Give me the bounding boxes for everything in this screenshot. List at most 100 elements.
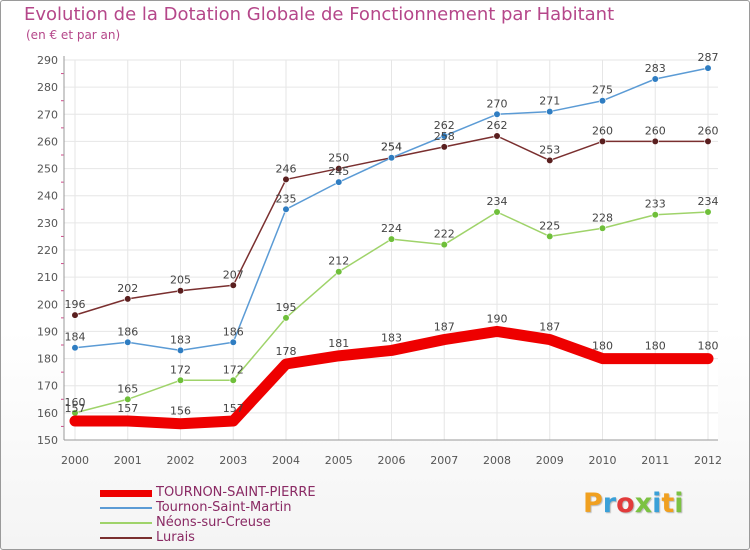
data-point: [176, 287, 185, 295]
data-point: [335, 268, 343, 276]
chart-title: Evolution de la Dotation Globale de Fonc…: [24, 4, 615, 25]
data-point: [71, 344, 79, 352]
data-point: [493, 132, 501, 140]
data-point: [282, 175, 290, 184]
data-label: 172: [170, 363, 191, 376]
legend-item-tournon-saint-martin: Tournon-Saint-Martin: [100, 500, 400, 516]
data-label: 186: [223, 325, 244, 338]
data-point: [598, 137, 607, 146]
data-label: 172: [223, 363, 244, 376]
legend-label: TOURNON-SAINT-PIERRE: [156, 485, 316, 500]
data-point: [704, 137, 712, 146]
data-label: 180: [698, 340, 719, 353]
data-label: 156: [170, 405, 191, 418]
y-tick-label: 280: [37, 81, 58, 94]
logo-letter: P: [583, 488, 603, 519]
legend-item-neons-sur-creuse: Néons-sur-Creuse: [100, 515, 400, 531]
data-label: 283: [645, 62, 666, 75]
data-point: [335, 178, 343, 186]
legend-swatch: [100, 522, 152, 524]
data-point: [704, 208, 712, 216]
data-label: 224: [381, 222, 402, 235]
data-point: [124, 295, 132, 303]
data-point: [598, 224, 607, 232]
data-label: 245: [328, 165, 349, 178]
y-tick-label: 230: [37, 217, 58, 230]
y-tick-label: 160: [37, 407, 58, 420]
data-labels: 157 157 156 157 178 181 183 187 190 187 180 180 180 1…: [65, 51, 719, 418]
data-label: 275: [592, 84, 613, 97]
data-label: 160: [65, 396, 86, 409]
data-label: 165: [117, 382, 138, 395]
data-point: [229, 281, 237, 289]
data-point: [493, 208, 501, 216]
data-label: 157: [65, 402, 86, 415]
series-lines: [69, 64, 714, 430]
data-label: 287: [698, 51, 719, 64]
data-label: 157: [223, 402, 244, 415]
legend-item-lurais: Lurais: [100, 530, 400, 546]
data-label: 250: [328, 152, 349, 165]
data-point: [71, 311, 79, 319]
data-point: [546, 232, 554, 241]
data-point: [598, 97, 607, 105]
legend-item-tournon-saint-pierre: TOURNON-SAINT-PIERRE: [100, 485, 400, 501]
x-tick-label: 2005: [325, 454, 353, 467]
data-label: 187: [434, 321, 455, 334]
data-label: 183: [170, 333, 191, 346]
series-line-tournon-saint-pierre: [69, 325, 714, 430]
data-label: 234: [698, 195, 719, 208]
y-tick-label: 190: [37, 325, 58, 338]
y-tick-label: 220: [37, 244, 58, 257]
data-point: [176, 376, 185, 384]
legend-swatch: [100, 490, 152, 497]
data-point: [651, 75, 659, 83]
data-label: 270: [487, 97, 508, 110]
logo-letter: o: [616, 488, 635, 519]
logo-letter: x: [634, 488, 653, 519]
data-label: 260: [592, 124, 613, 137]
data-point: [387, 154, 396, 162]
legend-swatch: [100, 537, 152, 539]
data-label: 202: [117, 282, 138, 295]
data-label: 262: [434, 119, 455, 132]
data-label: 181: [328, 337, 349, 350]
data-label: 235: [276, 192, 297, 205]
data-point: [124, 338, 132, 346]
legend-label: Néons-sur-Creuse: [156, 515, 271, 530]
data-label: 180: [645, 340, 666, 353]
data-label: 253: [539, 143, 560, 156]
y-tick-label: 180: [37, 353, 58, 366]
data-label: 258: [434, 130, 455, 143]
data-point: [493, 110, 501, 118]
axes: 150 160 170 180 190 200 210 220 230 240 250 260 270 2…: [37, 54, 722, 467]
data-label: 225: [539, 219, 560, 232]
proxiti-logo: Proxiti: [583, 488, 684, 519]
legend-label: Lurais: [156, 530, 195, 545]
data-label: 233: [645, 198, 666, 211]
data-point: [440, 132, 448, 140]
grid: [64, 59, 718, 441]
data-label: 262: [487, 119, 508, 132]
data-label: 183: [381, 331, 402, 344]
x-tick-label: 2009: [536, 454, 564, 467]
x-tick-label: 2012: [694, 454, 722, 467]
data-point: [440, 240, 448, 249]
data-label: 228: [592, 211, 613, 224]
data-label: 254: [381, 141, 402, 154]
y-tick-label: 290: [37, 54, 58, 67]
data-label: 178: [276, 345, 297, 358]
logo-letter: i: [652, 488, 662, 519]
data-point: [176, 346, 185, 355]
x-tick-label: 2000: [61, 454, 89, 467]
data-label: 187: [539, 321, 560, 334]
y-tick-label: 260: [37, 135, 58, 148]
y-tick-label: 240: [37, 190, 58, 203]
y-tick-label: 270: [37, 108, 58, 121]
data-label: 212: [328, 255, 349, 268]
logo-letter: r: [602, 488, 617, 519]
y-tick-label: 250: [37, 163, 58, 176]
data-point: [546, 107, 554, 116]
chart-subtitle: (en € et par an): [26, 28, 121, 42]
data-label: 184: [65, 331, 86, 344]
